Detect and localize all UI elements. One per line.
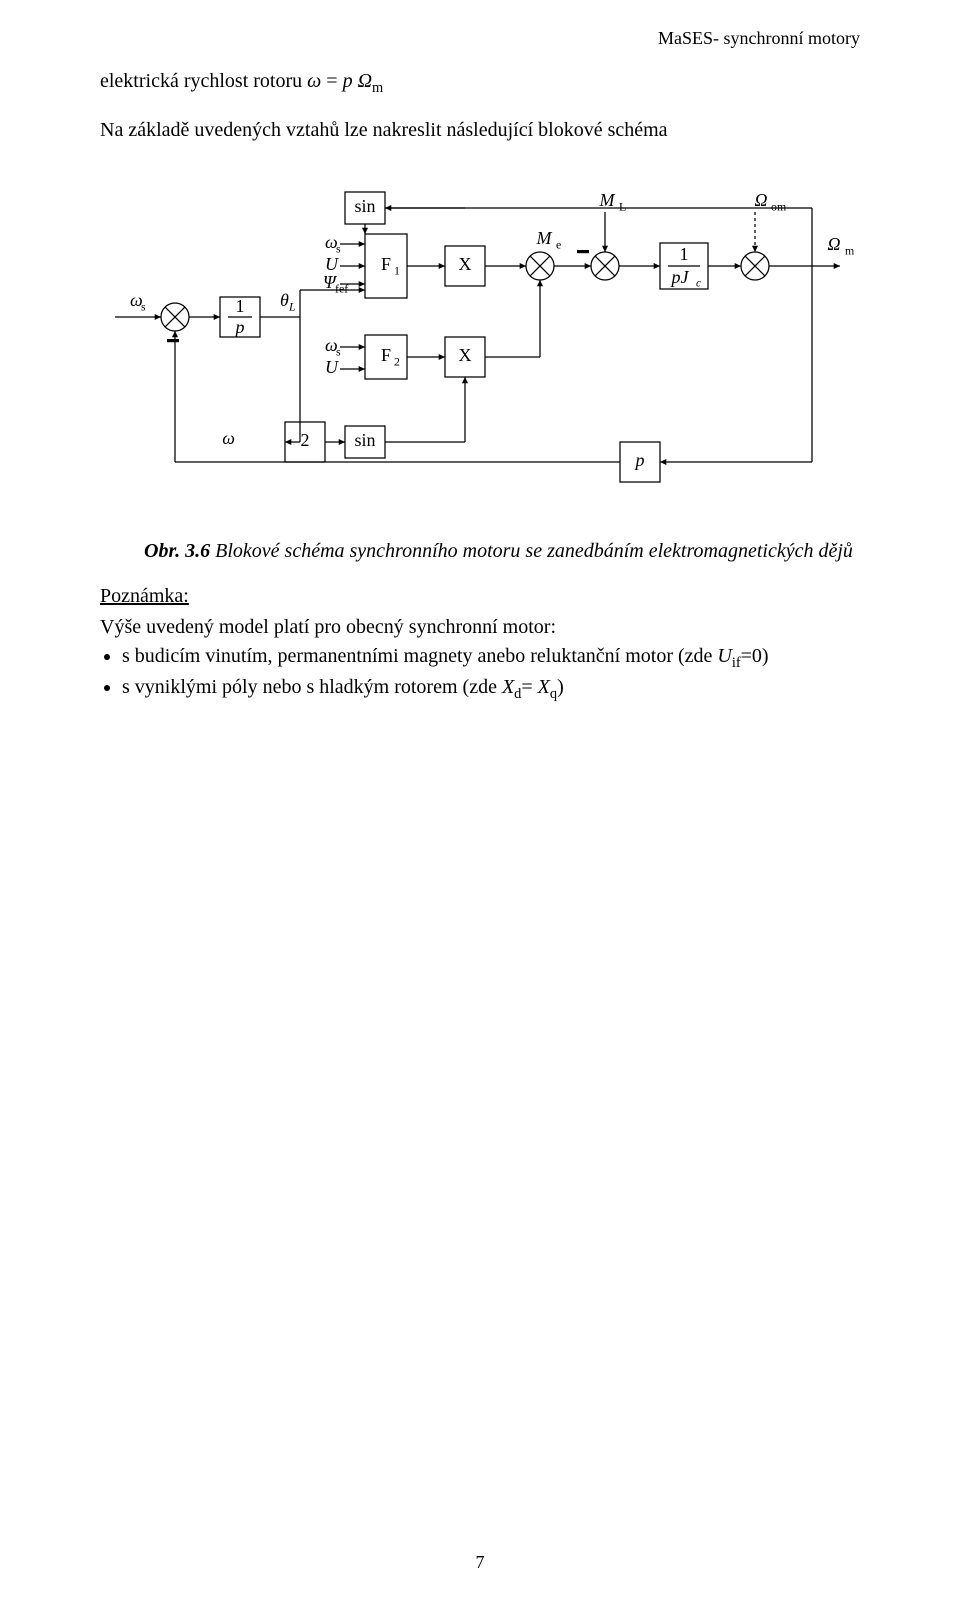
- svg-text:Ω: Ω: [827, 234, 840, 254]
- bullet-1-post: =0): [741, 645, 769, 667]
- bullet-2-var2: X: [538, 676, 550, 698]
- bullet-1-pre: s budicím vinutím, permanentními magnety…: [122, 645, 717, 667]
- svg-text:M: M: [536, 228, 553, 248]
- bullet-1-varsub: if: [732, 655, 741, 671]
- equation-line: elektrická rychlost rotoru ω = p Ωm: [100, 70, 860, 97]
- svg-text:m: m: [845, 244, 855, 258]
- svg-text:U: U: [325, 254, 339, 274]
- bullet-2-varsub2: q: [550, 686, 557, 702]
- svg-text:2: 2: [394, 355, 400, 369]
- block-diagram: ωs1pθLsinωsUΨfefF1XωsUF2XMeML1pJcΩomΩmp2…: [100, 162, 860, 522]
- svg-text:sin: sin: [354, 430, 375, 450]
- eq-prefix: elektrická rychlost rotoru: [100, 70, 307, 92]
- page-header-right: MaSES- synchronní motory: [658, 28, 860, 49]
- svg-text:2: 2: [301, 430, 310, 450]
- svg-text:F: F: [381, 345, 391, 365]
- eq-m-sub: m: [372, 80, 383, 96]
- svg-text:ω: ω: [222, 428, 235, 448]
- svg-text:L: L: [288, 300, 296, 314]
- svg-text:M: M: [599, 190, 616, 210]
- svg-text:p: p: [234, 317, 245, 337]
- svg-text:p: p: [634, 450, 645, 470]
- svg-text:sin: sin: [354, 196, 375, 216]
- svg-text:θ: θ: [280, 290, 289, 310]
- svg-text:c: c: [696, 278, 701, 290]
- intro-line: Na základě uvedených vztahů lze nakresli…: [100, 119, 860, 142]
- svg-text:Ω: Ω: [754, 190, 767, 210]
- note-heading: Poznámka:: [100, 585, 860, 608]
- bullet-2-var: X: [502, 676, 514, 698]
- caption-text: Blokové schéma synchronního motoru se za…: [210, 540, 853, 562]
- caption-num: Obr. 3.6: [144, 540, 210, 562]
- bullet-2-post3: ): [557, 676, 564, 698]
- figure-caption: Obr. 3.6 Blokové schéma synchronního mot…: [100, 540, 860, 563]
- bullet-2: s vyniklými póly nebo s hladkým rotorem …: [122, 676, 860, 703]
- svg-text:1: 1: [680, 244, 689, 264]
- svg-text:L: L: [619, 200, 626, 214]
- svg-text:e: e: [556, 238, 561, 252]
- bullet-1-var: U: [717, 645, 731, 667]
- svg-text:X: X: [459, 254, 472, 274]
- svg-text:s: s: [141, 300, 146, 314]
- svg-text:pJ: pJ: [670, 267, 690, 287]
- svg-text:1: 1: [394, 264, 400, 278]
- eq-p: p: [343, 70, 353, 92]
- svg-text:X: X: [459, 345, 472, 365]
- bullet-2-pre: s vyniklými póly nebo s hladkým rotorem …: [122, 676, 502, 698]
- page-number: 7: [476, 1552, 485, 1573]
- svg-text:om: om: [771, 200, 787, 214]
- note-body: Výše uvedený model platí pro obecný sync…: [100, 616, 860, 639]
- bullet-2-post2: =: [521, 676, 537, 698]
- bullet-1: s budicím vinutím, permanentními magnety…: [122, 645, 860, 672]
- eq-equals: =: [321, 70, 342, 92]
- eq-omega: ω: [307, 70, 321, 92]
- svg-text:F: F: [381, 254, 391, 274]
- svg-text:1: 1: [236, 296, 245, 316]
- note-bullets: s budicím vinutím, permanentními magnety…: [100, 645, 860, 703]
- eq-Om: Ω: [353, 70, 372, 92]
- svg-text:U: U: [325, 357, 339, 377]
